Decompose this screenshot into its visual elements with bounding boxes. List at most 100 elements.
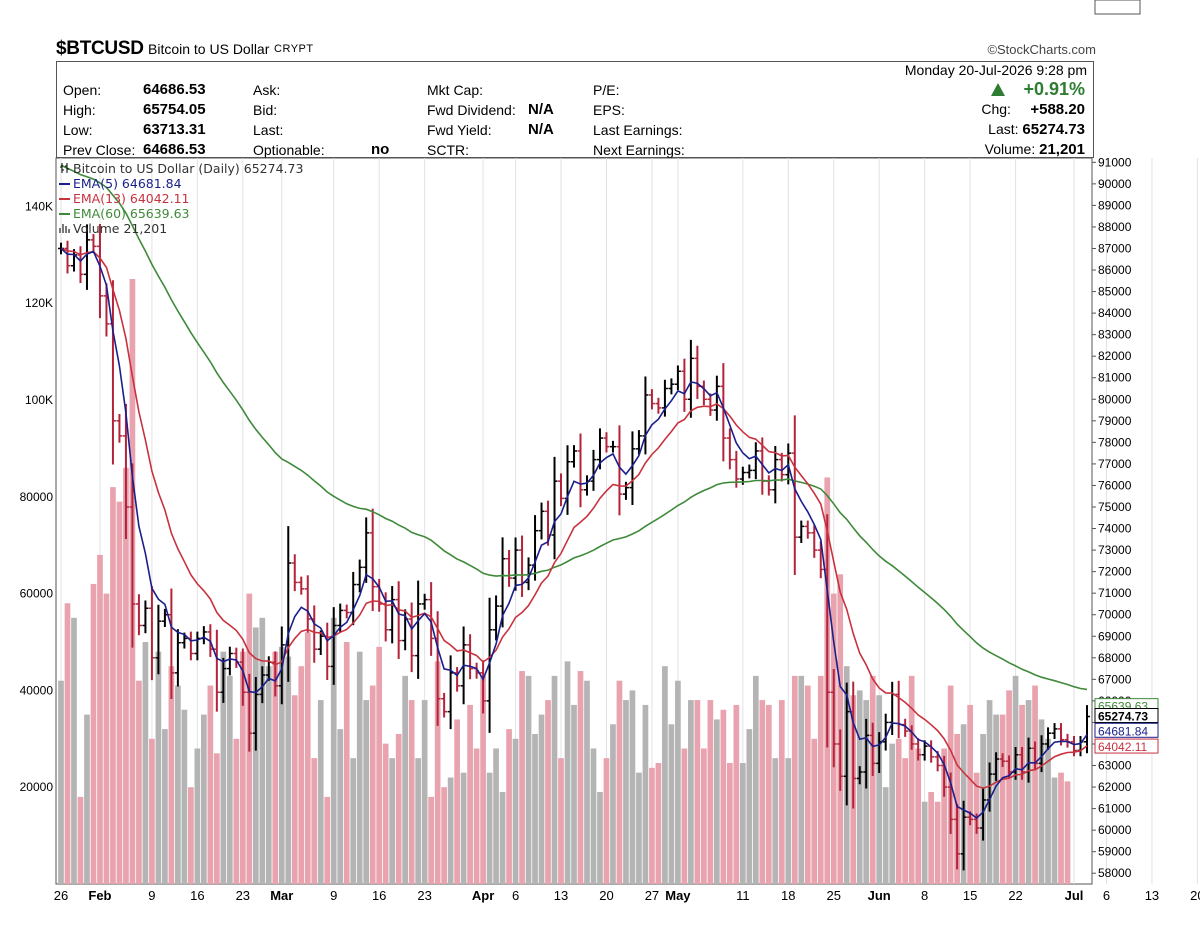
volume-bar bbox=[863, 700, 870, 884]
pct-change: +0.91% bbox=[991, 79, 1085, 100]
ohlc-bar bbox=[999, 753, 1006, 768]
quote-datetime: Monday 20-Jul-2026 9:28 pm bbox=[904, 62, 1087, 78]
volume-bar bbox=[493, 748, 499, 884]
volume-bar bbox=[1032, 685, 1038, 884]
ohlc-bar bbox=[629, 431, 636, 506]
volume-bar bbox=[363, 700, 370, 884]
date-tick-label: 13 bbox=[554, 888, 568, 903]
date-tick-label: Jul bbox=[1065, 888, 1084, 903]
ask-label: Ask: bbox=[253, 82, 281, 98]
volume-bar bbox=[265, 666, 272, 884]
volume-bar bbox=[1064, 781, 1071, 884]
volume-bar bbox=[733, 704, 740, 884]
ohlc-bar bbox=[616, 425, 623, 516]
last-volume-tag: 21201 bbox=[1098, 0, 1132, 3]
ohlc-bar bbox=[558, 473, 565, 507]
date-tick-label: 6 bbox=[512, 888, 519, 903]
price-tick-label: 63000 bbox=[1098, 759, 1132, 773]
volume-bar bbox=[467, 704, 473, 884]
price-tick-label: 85000 bbox=[1098, 285, 1132, 299]
volume-bar bbox=[272, 651, 279, 884]
brand-logo[interactable]: ©StockCharts.com bbox=[987, 42, 1096, 57]
fwd-dividend-value: N/A bbox=[528, 101, 554, 118]
volume-bar bbox=[772, 758, 779, 884]
volume-bar bbox=[58, 680, 64, 884]
volume-bar bbox=[506, 729, 512, 884]
price-tick-label: 73000 bbox=[1098, 543, 1132, 557]
volume-bar bbox=[714, 719, 720, 884]
volume-bar bbox=[545, 700, 551, 884]
optionable-label: Optionable: bbox=[253, 142, 325, 158]
volume-bar bbox=[214, 753, 220, 884]
volume-bar bbox=[304, 632, 311, 884]
date-tick-label: 20 bbox=[599, 888, 613, 903]
ohlc-bar bbox=[960, 800, 967, 871]
ohlc-bar bbox=[220, 657, 227, 703]
ohlc-bar bbox=[83, 224, 90, 290]
open-label: Open: bbox=[63, 82, 102, 98]
date-tick-label: 16 bbox=[190, 888, 204, 903]
price-tick-label: 67000 bbox=[1098, 672, 1132, 686]
volume-bar bbox=[941, 748, 947, 884]
volume-bar bbox=[999, 714, 1006, 884]
ohlc-bar bbox=[343, 604, 350, 619]
volume-bar bbox=[226, 675, 233, 884]
volume-bar bbox=[512, 738, 519, 884]
mktcap-label: Mkt Cap: bbox=[427, 82, 484, 98]
ohlc-bar bbox=[174, 629, 181, 687]
legend-label: EMA(5) 64681.84 bbox=[73, 176, 182, 191]
date-tick-label: 22 bbox=[1008, 888, 1022, 903]
sctr-label: SCTR: bbox=[427, 142, 469, 158]
legend-label: EMA(60) 65639.63 bbox=[73, 206, 190, 221]
volume-bar bbox=[168, 666, 175, 884]
ohlc-bar bbox=[369, 508, 376, 611]
ohlc-bar bbox=[772, 446, 779, 504]
ohlc-bar bbox=[408, 602, 415, 673]
ohlc-bar bbox=[635, 430, 642, 455]
date-tick-label: Jun bbox=[868, 888, 891, 903]
ohlc-bar bbox=[148, 585, 155, 681]
ohlc-bar bbox=[603, 432, 610, 453]
volume-bar bbox=[434, 661, 441, 884]
last-row: Last: 65274.73 bbox=[988, 121, 1085, 138]
ohlc-bar bbox=[168, 588, 175, 700]
pct-change-value: +0.91% bbox=[1023, 79, 1085, 99]
ohlc-bar bbox=[655, 397, 662, 414]
price-tick-label: 62000 bbox=[1098, 780, 1132, 794]
date-axis: 26 Feb 9 16 23 Mar 9 16 23 Apr 6 13 20 27 May 11 18 25 Jun… bbox=[54, 888, 1200, 903]
volume-bar bbox=[636, 772, 642, 884]
volume-icon bbox=[59, 224, 70, 233]
ohlc-bar bbox=[129, 463, 136, 648]
volume-bar bbox=[350, 758, 357, 884]
price-tick-label: 83000 bbox=[1098, 328, 1132, 342]
ohlc-icon bbox=[60, 163, 69, 173]
fwd-yield-value: N/A bbox=[528, 121, 554, 138]
eps-label: EPS: bbox=[593, 102, 625, 118]
volume-bar bbox=[441, 787, 447, 884]
price-tick-label: 76000 bbox=[1098, 478, 1132, 492]
ohlc-bar bbox=[1051, 723, 1058, 740]
ohlc-bar bbox=[791, 415, 798, 575]
price-tick-label: 70000 bbox=[1098, 608, 1132, 622]
ohlc-bar bbox=[882, 713, 889, 751]
volume-bar bbox=[233, 738, 240, 884]
ohlc-bar bbox=[1045, 727, 1052, 750]
volume-bar bbox=[525, 675, 532, 884]
ohlc-bar bbox=[856, 766, 863, 785]
ohlc-bar bbox=[980, 787, 987, 841]
volume-bar bbox=[84, 714, 90, 884]
volume-bar bbox=[149, 738, 155, 884]
volume-bar bbox=[694, 700, 701, 884]
ohlc-bar bbox=[869, 722, 876, 776]
ohlc-bar bbox=[830, 669, 837, 768]
ohlc-bar bbox=[103, 283, 110, 337]
ohlc-bar bbox=[577, 433, 584, 508]
last-value-tag: 64681.84 bbox=[1098, 724, 1148, 738]
ohlc-bar bbox=[1084, 705, 1090, 754]
ohlc-bar bbox=[389, 586, 396, 644]
ohlc-bar bbox=[571, 445, 577, 468]
volume-bar bbox=[252, 627, 259, 884]
ohlc-bar bbox=[441, 692, 448, 718]
